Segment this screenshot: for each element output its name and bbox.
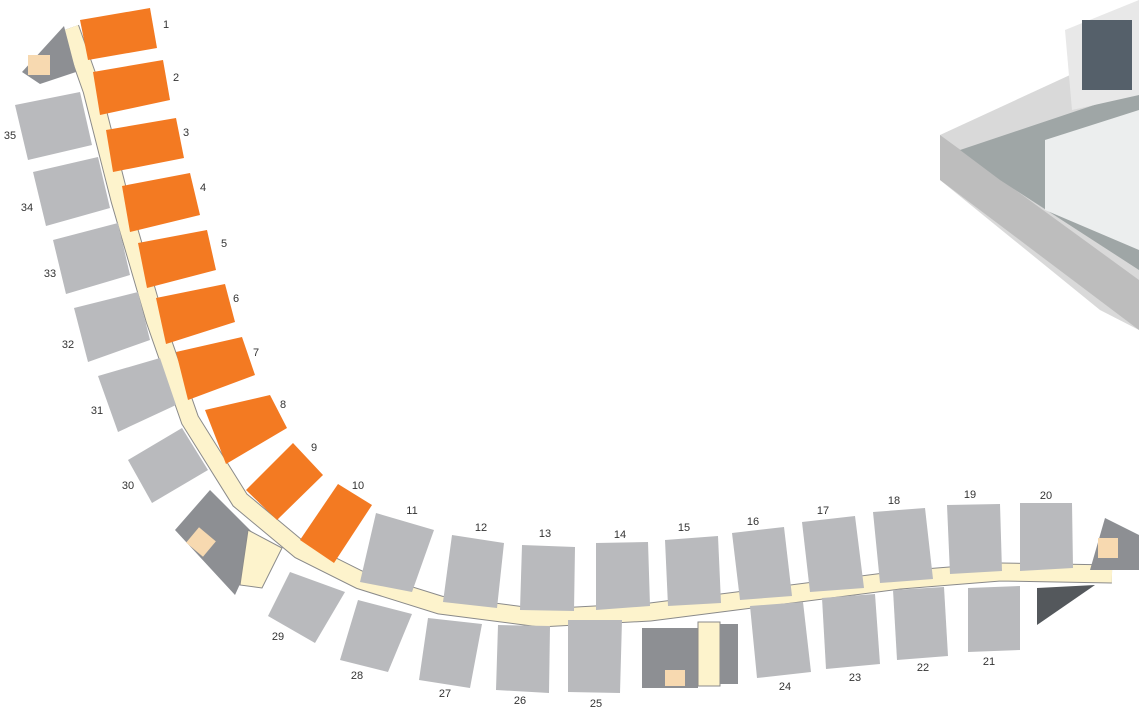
unit-label: 15 <box>678 522 690 534</box>
unit-label: 31 <box>91 405 103 417</box>
unit <box>520 545 575 611</box>
unit-label: 21 <box>983 656 995 668</box>
unit <box>106 118 184 172</box>
unit-label: 5 <box>221 238 227 250</box>
unit <box>205 395 287 464</box>
unit <box>15 92 92 160</box>
unit-label: 8 <box>280 399 286 411</box>
unit <box>968 586 1020 652</box>
unit <box>340 600 412 672</box>
unit-label: 6 <box>233 293 239 305</box>
unit-label: 30 <box>122 480 134 492</box>
unit <box>176 337 255 400</box>
unit <box>246 443 323 520</box>
unit-label: 4 <box>200 182 206 194</box>
unit <box>893 587 948 660</box>
unit <box>947 504 1002 574</box>
unit-label: 18 <box>888 495 900 507</box>
unit-label: 17 <box>817 505 829 517</box>
unit-label: 33 <box>44 268 56 280</box>
unit-label: 34 <box>21 202 33 214</box>
unit-label: 16 <box>747 516 759 528</box>
unit <box>360 513 434 592</box>
unit-label: 11 <box>406 505 417 517</box>
unit-label: 24 <box>779 681 791 693</box>
unit-label: 25 <box>590 698 602 709</box>
unit <box>98 358 176 432</box>
unit <box>496 625 550 693</box>
unit <box>1020 503 1073 571</box>
unit-label: 3 <box>183 127 189 139</box>
unit <box>596 542 650 610</box>
stair-cores <box>22 26 1139 688</box>
unit-label: 13 <box>539 528 551 540</box>
unit-label: 20 <box>1040 490 1052 502</box>
unit <box>138 230 216 288</box>
unit <box>802 516 864 592</box>
unit <box>122 173 200 232</box>
unit <box>822 594 880 669</box>
building-render <box>940 0 1139 330</box>
unit-label: 27 <box>439 688 451 700</box>
unit <box>665 536 721 606</box>
unit-label: 26 <box>514 695 526 707</box>
unit-label: 32 <box>62 339 74 351</box>
units <box>15 8 1073 693</box>
unit <box>300 484 372 563</box>
unit <box>33 157 110 226</box>
unit-label: 35 <box>4 130 16 142</box>
unit <box>443 535 504 608</box>
unit <box>873 508 933 583</box>
unit-label: 12 <box>475 522 487 534</box>
unit-label: 2 <box>173 72 179 84</box>
unit-label: 28 <box>351 670 363 682</box>
unit <box>128 428 208 503</box>
unit <box>53 223 130 294</box>
unit-label: 23 <box>849 672 861 684</box>
unit <box>156 284 235 344</box>
unit <box>93 60 170 115</box>
unit <box>80 8 157 60</box>
unit <box>419 618 482 688</box>
unit <box>268 572 345 643</box>
unit-label: 10 <box>352 480 364 492</box>
unit <box>732 527 792 600</box>
unit-label: 14 <box>614 529 626 541</box>
unit-label: 29 <box>272 631 284 643</box>
unit-label: 19 <box>964 489 976 501</box>
unit-label: 1 <box>163 19 169 31</box>
unit-label: 7 <box>253 347 259 359</box>
unit <box>568 620 622 693</box>
unit <box>74 292 150 362</box>
unit <box>750 602 811 678</box>
unit-label: 22 <box>917 662 929 674</box>
unit-label: 9 <box>311 442 317 454</box>
